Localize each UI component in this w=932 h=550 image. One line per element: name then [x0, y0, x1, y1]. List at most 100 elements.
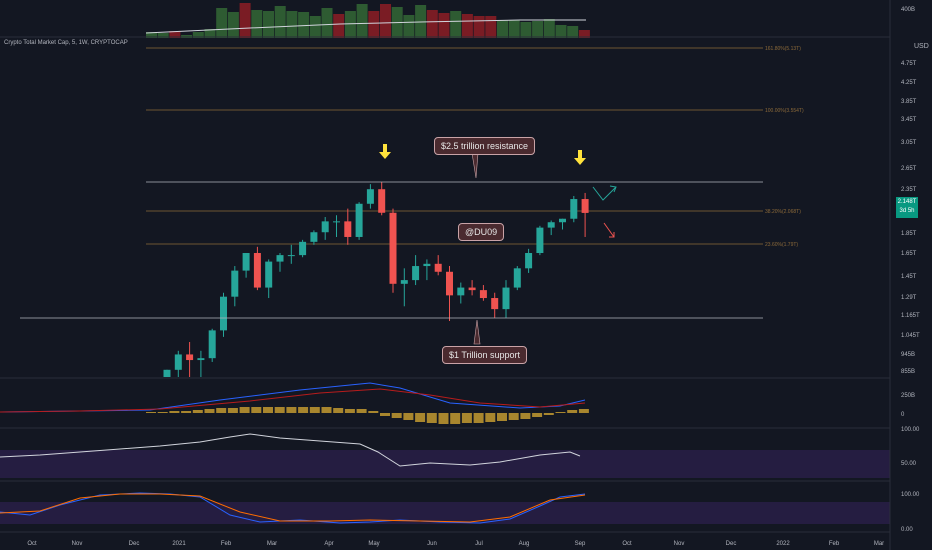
macd-histogram-bar	[508, 413, 519, 420]
macd-histogram-bar	[157, 412, 168, 413]
candle-body	[378, 189, 386, 213]
current-price: 2.148T	[897, 199, 917, 205]
macd-histogram-bar	[169, 411, 180, 413]
volume-bar	[356, 4, 368, 38]
price-axis-label: 945B	[901, 352, 916, 358]
macd-histogram-bar	[274, 407, 285, 413]
price-axis-label: 855B	[901, 369, 916, 375]
price-axis-label: 2.35T	[901, 187, 917, 193]
macd-histogram-bar	[298, 407, 309, 413]
macd-histogram-bar	[497, 413, 507, 421]
macd-histogram-bar	[578, 409, 589, 413]
macd-histogram-bar	[251, 407, 262, 413]
volume-bar	[344, 11, 356, 38]
price-axis-label: 1.045T	[901, 333, 920, 339]
price-axis-label: 4.25T	[901, 80, 917, 86]
fib-level-label: 161.80%(5.13T)	[765, 46, 801, 52]
macd-histogram-bar	[309, 407, 320, 413]
volume-bar	[508, 20, 520, 38]
macd-histogram-bar	[543, 413, 554, 415]
macd-histogram-bar	[216, 408, 227, 413]
green-arrow-head	[609, 185, 617, 193]
volume-bar	[333, 14, 345, 38]
macd-histogram-bar	[567, 410, 578, 413]
volume-bar	[403, 15, 415, 38]
currency-label[interactable]: USD	[914, 43, 929, 50]
candle-body	[186, 354, 194, 361]
yellow-down-arrow-icon	[574, 150, 586, 165]
macd-histogram-bar	[321, 407, 332, 413]
time-axis-label: Jul	[475, 541, 483, 547]
volume-bar	[380, 4, 391, 38]
candle-body	[446, 271, 453, 296]
volume-bar	[146, 32, 157, 38]
candle-body	[491, 298, 499, 310]
volume-bar	[485, 16, 497, 38]
volume-axis-label: 400B	[901, 7, 916, 13]
volume-bar	[473, 16, 485, 38]
support-annotation[interactable]: $1 Trillion support	[442, 346, 528, 364]
macd-histogram-bar	[485, 413, 496, 422]
candle-body	[570, 199, 578, 219]
macd-histogram-bar	[263, 407, 273, 413]
yellow-down-arrow-icon	[379, 144, 391, 159]
time-axis-label: Oct	[622, 541, 632, 547]
current-price-badge: 2.148T 3d 5h	[896, 197, 918, 218]
time-axis-label: Aug	[519, 541, 530, 547]
time-axis: Oct Nov Dec 2021 Feb Mar Apr May Jun Jul Aug Sep Oct…	[27, 541, 884, 547]
volume-bar	[555, 25, 567, 38]
candle-body	[536, 227, 544, 254]
volume-bar	[157, 33, 169, 38]
volume-bar	[532, 21, 544, 38]
stoch-pane	[0, 492, 890, 524]
time-axis-label: Feb	[221, 541, 232, 547]
macd-histogram-bar	[146, 412, 156, 413]
volume-bar	[368, 11, 380, 38]
volume-bar	[286, 11, 298, 38]
fib-level-label: 100.00%(3.554T)	[765, 108, 804, 114]
time-axis-label: Nov	[72, 541, 83, 547]
time-axis-label: Oct	[27, 541, 37, 547]
resistance-annotation[interactable]: $2.5 trillion resistance	[434, 137, 536, 155]
macd-histogram-bar	[344, 409, 355, 413]
candle-body	[321, 221, 329, 233]
candle-body	[242, 253, 250, 271]
fib-level-label: 23.60%(1.79T)	[765, 242, 798, 248]
volume-bar	[192, 32, 204, 38]
macd-histogram-bar	[368, 411, 379, 413]
candle-body	[525, 253, 533, 269]
symbol-title: Crypto Total Market Cap, 5, 1W, CRYPTOCA…	[4, 40, 128, 46]
stoch-axis-label: 100.00	[901, 492, 920, 498]
candle-body	[355, 203, 363, 237]
candle-body	[174, 354, 182, 370]
volume-pane	[145, 3, 590, 38]
volume-bar	[543, 19, 555, 38]
volume-bar	[274, 6, 286, 38]
volume-bar	[520, 22, 532, 38]
candle-body	[412, 266, 420, 281]
macd-histogram-bar	[239, 407, 250, 413]
support-callout-pointer	[473, 319, 481, 345]
price-pane	[20, 144, 763, 377]
macd-histogram-bar	[403, 413, 414, 420]
time-axis-label: 2022	[776, 541, 790, 547]
candle-body	[389, 212, 397, 284]
candle-body	[197, 358, 205, 361]
volume-bar	[216, 8, 228, 38]
macd-histogram-bar	[192, 410, 203, 413]
fib-levels: 161.80%(5.13T) 100.00%(3.554T) 38.20%(2.06…	[146, 46, 804, 248]
author-annotation[interactable]: @DU09	[458, 223, 505, 241]
macd-histogram-bar	[461, 413, 472, 423]
candle-body	[344, 221, 352, 237]
price-axis-label: 3.45T	[901, 117, 917, 123]
macd-histogram-bar	[438, 413, 449, 424]
macd-histogram-bar	[426, 413, 437, 423]
time-axis-label: Dec	[129, 541, 140, 547]
resistance-callout-pointer	[471, 152, 479, 179]
candle-body	[502, 287, 510, 310]
macd-histogram-bar	[532, 413, 543, 417]
rsi-axis-label: 100.00	[901, 427, 920, 433]
rsi-line	[0, 433, 581, 467]
time-axis-label: Jun	[427, 541, 437, 547]
